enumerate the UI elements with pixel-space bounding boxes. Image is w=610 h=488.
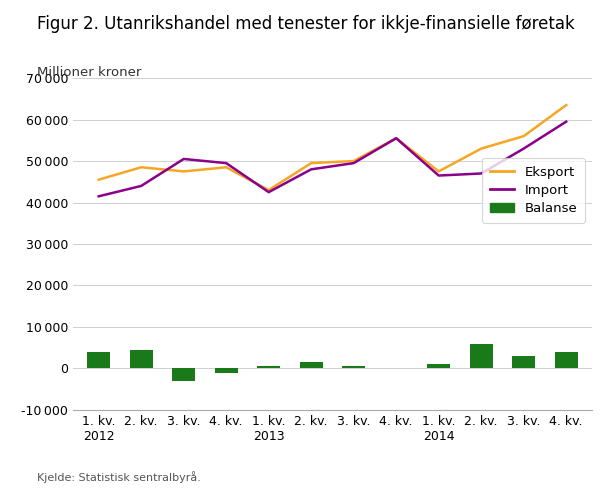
- Line: Eksport: Eksport: [99, 105, 566, 190]
- Bar: [470, 344, 493, 368]
- Eksport: [265, 187, 272, 193]
- Bar: [172, 368, 195, 381]
- Eksport: [520, 133, 528, 139]
- Eksport: [137, 164, 145, 170]
- Bar: [554, 352, 578, 368]
- Bar: [342, 366, 365, 368]
- Import: [137, 183, 145, 189]
- Eksport: [350, 158, 357, 164]
- Import: [95, 193, 102, 199]
- Legend: Eksport, Import, Balanse: Eksport, Import, Balanse: [483, 158, 585, 223]
- Import: [478, 171, 485, 177]
- Text: Kjelde: Statistisk sentralbyrå.: Kjelde: Statistisk sentralbyrå.: [37, 471, 201, 483]
- Line: Import: Import: [99, 122, 566, 196]
- Bar: [257, 366, 281, 368]
- Bar: [87, 352, 110, 368]
- Import: [307, 166, 315, 172]
- Import: [180, 156, 187, 162]
- Bar: [215, 368, 238, 373]
- Import: [265, 189, 272, 195]
- Import: [520, 146, 528, 152]
- Eksport: [393, 135, 400, 141]
- Import: [223, 160, 230, 166]
- Import: [393, 135, 400, 141]
- Eksport: [180, 168, 187, 174]
- Import: [435, 173, 442, 179]
- Eksport: [307, 160, 315, 166]
- Import: [350, 160, 357, 166]
- Bar: [129, 350, 153, 368]
- Eksport: [223, 164, 230, 170]
- Text: Millioner kroner: Millioner kroner: [37, 66, 141, 79]
- Eksport: [95, 177, 102, 183]
- Bar: [300, 362, 323, 368]
- Bar: [427, 364, 450, 368]
- Eksport: [562, 102, 570, 108]
- Text: Figur 2. Utanrikshandel med tenester for ikkje-finansielle føretak: Figur 2. Utanrikshandel med tenester for…: [37, 15, 575, 33]
- Bar: [512, 356, 536, 368]
- Import: [562, 119, 570, 124]
- Eksport: [478, 146, 485, 152]
- Eksport: [435, 168, 442, 174]
